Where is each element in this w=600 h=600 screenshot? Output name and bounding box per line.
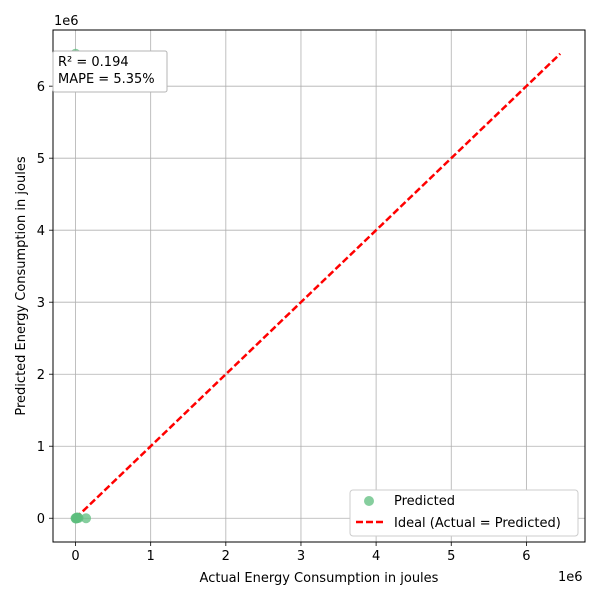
- x-tick-label: 0: [71, 549, 79, 564]
- legend: Predicted Ideal (Actual = Predicted): [349, 489, 579, 537]
- y-tick-label: 1: [37, 440, 45, 455]
- annotation-mape: MAPE = 5.35%: [58, 72, 155, 87]
- ideal-line: [74, 52, 562, 520]
- y-tick-label: 3: [37, 296, 45, 311]
- x-offset-label: 1e6: [558, 570, 583, 585]
- ideal-line-layer: [74, 52, 562, 520]
- y-tick-label: 4: [37, 224, 45, 239]
- scatter-points: [70, 48, 92, 524]
- x-axis-ticks: 0 1 2 3 4 5 6: [71, 542, 531, 564]
- legend-label-predicted: Predicted: [394, 494, 455, 509]
- metrics-annotation: R² = 0.194 MAPE = 5.35%: [52, 50, 168, 93]
- annotation-r2: R² = 0.194: [58, 55, 129, 70]
- legend-box: [349, 489, 579, 537]
- x-tick-label: 3: [297, 549, 305, 564]
- y-tick-label: 6: [37, 80, 45, 95]
- scatter-point: [81, 513, 92, 524]
- legend-marker-predicted: [364, 496, 374, 506]
- plot-frame: [52, 29, 586, 543]
- x-tick-label: 6: [522, 549, 530, 564]
- x-tick-label: 1: [147, 549, 155, 564]
- y-tick-label: 5: [37, 152, 45, 167]
- legend-label-ideal: Ideal (Actual = Predicted): [394, 516, 561, 531]
- y-offset-label: 1e6: [54, 14, 79, 29]
- x-axis-label: Actual Energy Consumption in joules: [200, 571, 439, 586]
- y-axis-label: Predicted Energy Consumption in joules: [14, 156, 29, 415]
- x-tick-label: 4: [372, 549, 380, 564]
- x-tick-label: 5: [447, 549, 455, 564]
- y-axis-ticks: 0 1 2 3 4 5 6: [37, 80, 53, 527]
- grid: [53, 30, 585, 542]
- annotation-box: [52, 50, 168, 93]
- y-tick-label: 2: [37, 368, 45, 383]
- x-tick-label: 2: [222, 549, 230, 564]
- scatter-point: [73, 513, 84, 524]
- y-tick-label: 0: [37, 512, 45, 527]
